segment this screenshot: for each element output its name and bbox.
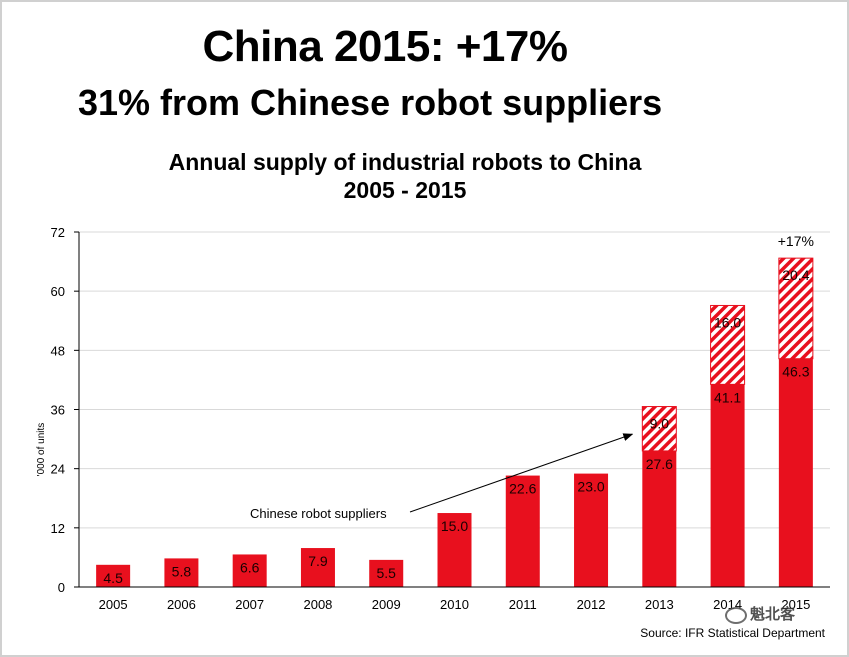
x-tick-label: 2008	[303, 597, 332, 612]
bar-value-label: 4.5	[103, 570, 123, 586]
bar-segment-hatched	[710, 304, 746, 385]
bar-segment	[232, 554, 267, 587]
y-tick-label: 24	[51, 462, 65, 477]
bar-value-label: 6.6	[240, 559, 260, 575]
bar-segment	[574, 473, 609, 587]
x-tick-label: 2015	[781, 597, 810, 612]
bar-value-label: 41.1	[714, 389, 741, 405]
x-tick-label: 2009	[372, 597, 401, 612]
x-tick-label: 2012	[577, 597, 606, 612]
bar-value-label: 9.0	[650, 416, 670, 432]
x-tick-label: 2005	[99, 597, 128, 612]
bar-value-label: 16.0	[714, 314, 741, 330]
chart-title-line1: Annual supply of industrial robots to Ch…	[168, 149, 642, 175]
page-title: China 2015: +17%	[202, 22, 568, 71]
y-tick-label: 36	[51, 403, 65, 418]
bar-segment	[96, 564, 131, 587]
chat-bubble-icon	[725, 606, 747, 624]
bar-value-label: 22.6	[509, 481, 536, 497]
y-tick-label: 48	[51, 343, 65, 358]
bar-segment	[164, 558, 199, 587]
bar-value-label: 23.0	[577, 479, 604, 495]
bar-segment	[778, 358, 813, 587]
bar-value-label: 7.9	[308, 553, 328, 569]
bar-segment	[642, 450, 677, 587]
y-tick-label: 12	[51, 521, 65, 536]
source-note: Source: IFR Statistical Department	[640, 626, 825, 640]
bar-value-label: 46.3	[782, 364, 809, 380]
y-tick-label: 72	[51, 225, 65, 240]
y-axis-label: '000 of units	[36, 423, 47, 477]
chart-title-line2: 2005 - 2015	[343, 177, 467, 203]
annotation-label: Chinese robot suppliers	[250, 506, 387, 521]
y-tick-label: 60	[51, 284, 65, 299]
growth-label: +17%	[778, 233, 814, 249]
bar-segment-hatched	[641, 406, 677, 452]
watermark: 魁北客	[725, 603, 795, 624]
x-tick-label: 2013	[645, 597, 674, 612]
bar-value-label: 20.4	[782, 267, 809, 283]
bar-value-label: 27.6	[646, 456, 673, 472]
bar-segment	[437, 513, 472, 587]
bar-segment-hatched	[778, 257, 814, 360]
bar-segment	[710, 384, 745, 587]
x-tick-label: 2011	[509, 597, 537, 612]
bar-segment	[300, 548, 335, 587]
bar-segment	[369, 559, 404, 587]
bar-value-label: 5.8	[172, 563, 192, 579]
bar-value-label: 5.5	[376, 565, 396, 581]
x-tick-label: 2010	[440, 597, 469, 612]
x-tick-label: 2007	[235, 597, 264, 612]
page-subtitle: 31% from Chinese robot suppliers	[78, 82, 663, 123]
x-tick-label: 2006	[167, 597, 196, 612]
y-tick-label: 0	[58, 580, 65, 595]
watermark-text: 魁北客	[750, 606, 796, 623]
bar-segment	[505, 475, 540, 587]
bar-value-label: 15.0	[441, 518, 468, 534]
annotation-arrow	[409, 433, 634, 513]
